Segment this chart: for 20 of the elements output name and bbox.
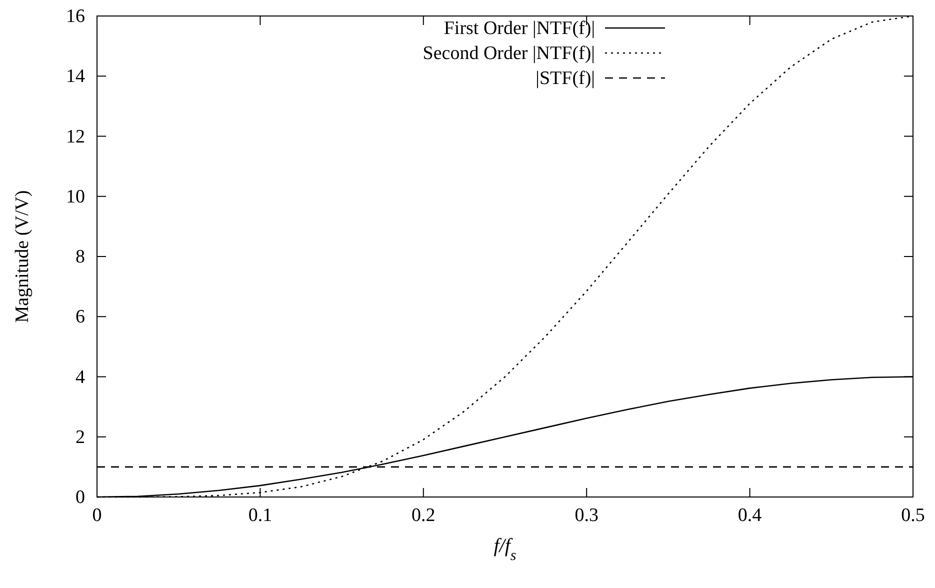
y-tick-label: 4	[76, 366, 86, 388]
x-tick-label: 0.4	[738, 505, 762, 526]
y-tick-label: 12	[66, 126, 85, 148]
y-tick-label: 16	[66, 6, 85, 27]
x-tick-label: 0	[92, 505, 102, 526]
y-tick-label: 0	[76, 487, 85, 508]
y-axis-title: Magnitude (V/V)	[12, 190, 33, 323]
x-axis-title: f/f$_{s}$	[494, 535, 516, 564]
y-tick-label: 2	[76, 426, 85, 448]
x-tick-label: 0.1	[248, 505, 272, 526]
x-tick-label: 0.3	[574, 505, 598, 526]
y-tick-label: 14	[66, 66, 86, 88]
legend-label: First Order |NTF(f)|	[444, 18, 595, 39]
y-tick-label: 6	[76, 306, 85, 328]
x-tick-label: 0.2	[412, 505, 436, 526]
legend-label: Second Order |NTF(f)|	[422, 43, 595, 64]
y-tick-label: 8	[76, 246, 85, 268]
legend-label: |STF(f)|	[536, 68, 595, 89]
y-tick-label: 10	[66, 186, 85, 208]
x-tick-label: 0.5	[901, 505, 925, 526]
